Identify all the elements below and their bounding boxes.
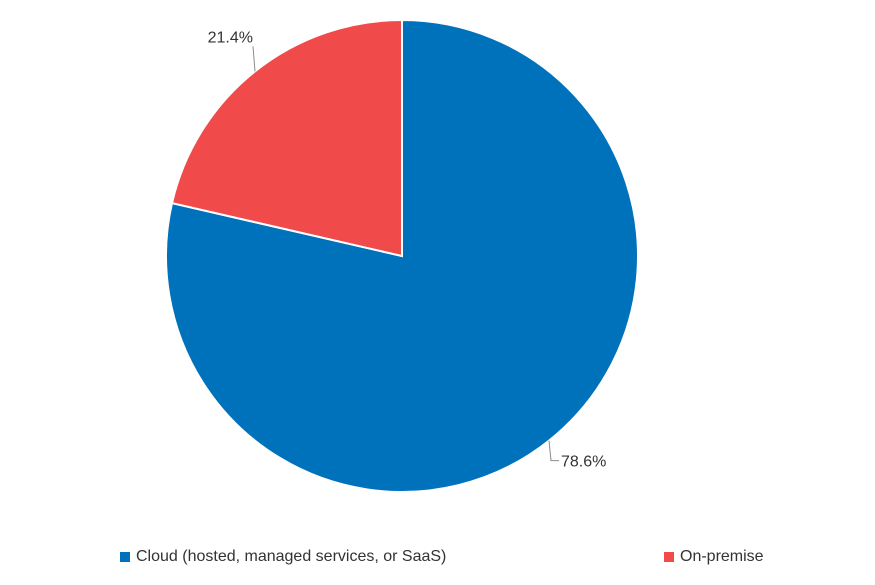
leader-line-on-premise — [252, 46, 256, 72]
data-label-on-premise: 21.4% — [208, 29, 253, 46]
legend: Cloud (hosted, managed services, or SaaS… — [0, 548, 875, 572]
legend-item-cloud: Cloud (hosted, managed services, or SaaS… — [120, 548, 446, 566]
legend-label-on-premise: On-premise — [680, 548, 764, 565]
pie-slice-on-premise — [170, 18, 403, 258]
legend-swatch-on-premise — [664, 552, 674, 562]
legend-label-cloud: Cloud (hosted, managed services, or SaaS… — [136, 548, 447, 565]
legend-item-on-premise: On-premise — [664, 548, 764, 566]
legend-swatch-cloud — [120, 552, 130, 562]
data-label-cloud-hosted-managed-services-or-saas: 78.6% — [561, 454, 606, 471]
leader-line-cloud-hosted-managed-services-or-saas — [548, 440, 559, 462]
